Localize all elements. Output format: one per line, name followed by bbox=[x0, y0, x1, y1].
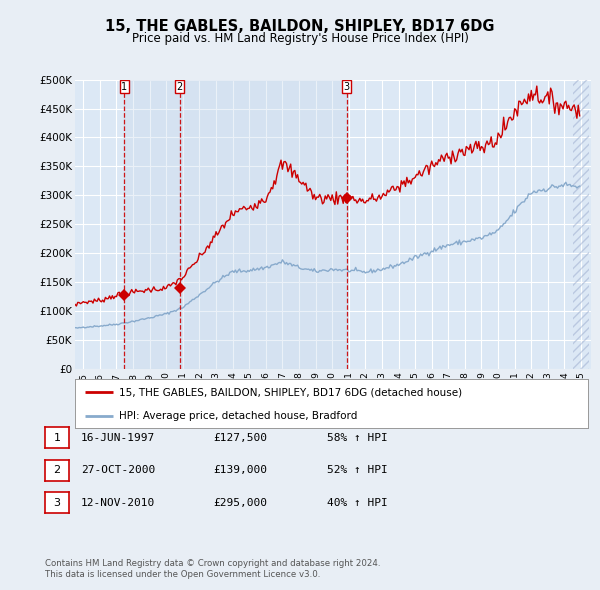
Text: Contains HM Land Registry data © Crown copyright and database right 2024.: Contains HM Land Registry data © Crown c… bbox=[45, 559, 380, 568]
Text: £127,500: £127,500 bbox=[213, 433, 267, 442]
Text: 15, THE GABLES, BAILDON, SHIPLEY, BD17 6DG (detached house): 15, THE GABLES, BAILDON, SHIPLEY, BD17 6… bbox=[119, 388, 462, 398]
Text: This data is licensed under the Open Government Licence v3.0.: This data is licensed under the Open Gov… bbox=[45, 571, 320, 579]
Text: 58% ↑ HPI: 58% ↑ HPI bbox=[327, 433, 388, 442]
Bar bbox=[573, 80, 589, 369]
Text: 1: 1 bbox=[53, 433, 61, 442]
Text: £139,000: £139,000 bbox=[213, 466, 267, 475]
Text: 16-JUN-1997: 16-JUN-1997 bbox=[81, 433, 155, 442]
Bar bbox=[180, 80, 347, 369]
Text: 2: 2 bbox=[177, 81, 183, 91]
Text: 2: 2 bbox=[53, 466, 61, 475]
Text: 1: 1 bbox=[121, 81, 127, 91]
Text: 12-NOV-2010: 12-NOV-2010 bbox=[81, 498, 155, 507]
Bar bbox=[573, 80, 589, 369]
Text: 27-OCT-2000: 27-OCT-2000 bbox=[81, 466, 155, 475]
Text: 3: 3 bbox=[53, 498, 61, 507]
Text: 3: 3 bbox=[344, 81, 350, 91]
Text: HPI: Average price, detached house, Bradford: HPI: Average price, detached house, Brad… bbox=[119, 411, 357, 421]
Text: £295,000: £295,000 bbox=[213, 498, 267, 507]
Bar bbox=[124, 80, 180, 369]
Text: 15, THE GABLES, BAILDON, SHIPLEY, BD17 6DG: 15, THE GABLES, BAILDON, SHIPLEY, BD17 6… bbox=[105, 19, 495, 34]
Text: Price paid vs. HM Land Registry's House Price Index (HPI): Price paid vs. HM Land Registry's House … bbox=[131, 32, 469, 45]
Text: 52% ↑ HPI: 52% ↑ HPI bbox=[327, 466, 388, 475]
Text: 40% ↑ HPI: 40% ↑ HPI bbox=[327, 498, 388, 507]
